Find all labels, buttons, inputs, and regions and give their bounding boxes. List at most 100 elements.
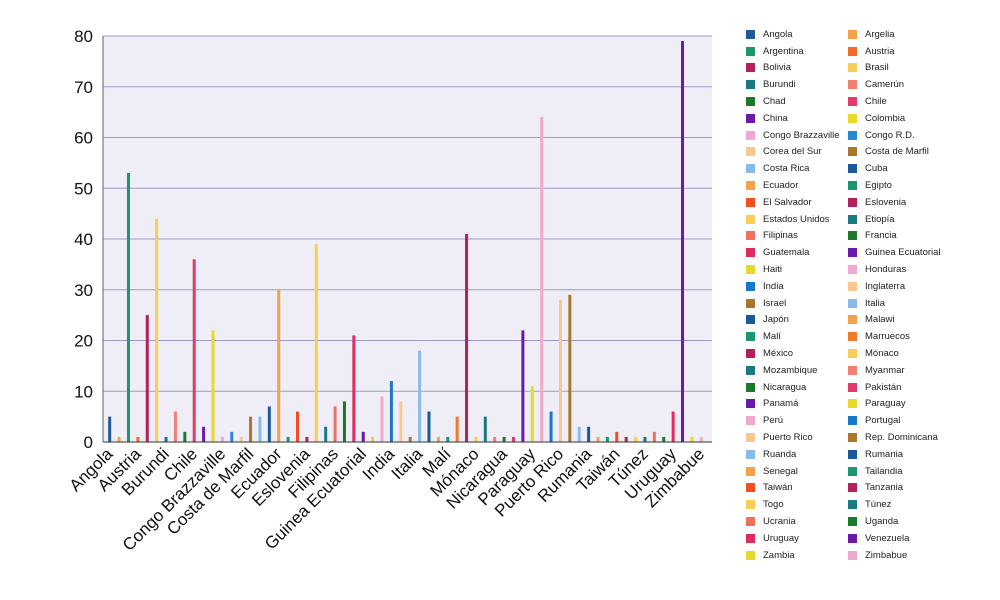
legend-swatch bbox=[746, 130, 755, 140]
legend-swatch bbox=[848, 97, 857, 107]
bar bbox=[258, 416, 262, 443]
legend-item: Paraguay bbox=[848, 396, 966, 413]
legend-label: Tailandia bbox=[865, 465, 903, 477]
y-tick-label: 80 bbox=[74, 27, 93, 46]
bar bbox=[286, 436, 290, 442]
legend-label: Argelia bbox=[865, 28, 895, 40]
bar bbox=[427, 411, 431, 442]
bar bbox=[342, 401, 346, 442]
legend-item: Malawi bbox=[848, 312, 966, 329]
legend-item: Chad bbox=[746, 93, 864, 110]
legend-swatch bbox=[848, 466, 857, 476]
bar bbox=[493, 436, 497, 442]
bar bbox=[220, 436, 224, 442]
legend-item: México bbox=[746, 345, 864, 362]
legend-label: Camerún bbox=[865, 79, 905, 91]
bar bbox=[305, 436, 309, 442]
legend-swatch bbox=[746, 147, 755, 157]
legend-label: El Salvador bbox=[763, 196, 812, 208]
legend-label: Tanzania bbox=[865, 482, 904, 494]
legend-label: Malawi bbox=[865, 314, 895, 326]
legend-item: Inglaterra bbox=[848, 278, 966, 295]
bar bbox=[455, 416, 459, 443]
legend-label: Marruecos bbox=[865, 331, 910, 343]
bar bbox=[521, 330, 525, 442]
y-tick-label: 10 bbox=[74, 382, 93, 401]
legend-swatch bbox=[848, 147, 857, 157]
legend-item: Argelia bbox=[848, 26, 966, 43]
legend-item: Malí bbox=[746, 328, 864, 345]
legend-swatch bbox=[848, 164, 857, 174]
legend-label: Panamá bbox=[763, 398, 799, 410]
legend-item: Perú bbox=[746, 412, 864, 429]
legend-item: Italia bbox=[848, 295, 966, 312]
legend-label: Estados Unidos bbox=[763, 213, 830, 225]
legend-item: Myanmar bbox=[848, 362, 966, 379]
y-tick-label: 40 bbox=[74, 230, 93, 249]
legend-swatch bbox=[746, 97, 755, 107]
legend-swatch bbox=[746, 265, 755, 275]
bar bbox=[418, 350, 422, 442]
legend-label: Italia bbox=[865, 297, 886, 309]
legend-item: Filipinas bbox=[746, 228, 864, 245]
bar bbox=[643, 436, 647, 442]
legend-item: Zambia bbox=[746, 547, 864, 564]
y-tick-label: 30 bbox=[74, 281, 93, 300]
legend-label: Inglaterra bbox=[865, 280, 906, 292]
legend-item: Angola bbox=[746, 26, 864, 43]
legend-swatch bbox=[848, 197, 857, 207]
legend-item: Mónaco bbox=[848, 345, 966, 362]
legend-label: Egipto bbox=[865, 180, 892, 192]
legend-label: Uganda bbox=[865, 516, 899, 527]
legend-label: Honduras bbox=[865, 264, 907, 276]
bar bbox=[474, 436, 478, 442]
legend-swatch bbox=[746, 29, 755, 39]
legend-label: Ecuador bbox=[763, 180, 799, 192]
legend-label: Guinea Ecuatorial bbox=[865, 247, 941, 259]
legend-item: Togo bbox=[746, 496, 864, 513]
legend-swatch bbox=[746, 399, 755, 409]
legend-swatch bbox=[746, 46, 755, 56]
legend-item: Nicaragua bbox=[746, 379, 864, 396]
bar bbox=[380, 396, 384, 442]
bar bbox=[164, 436, 168, 442]
legend-swatch bbox=[746, 248, 755, 258]
legend-item: Costa de Marfil bbox=[848, 144, 966, 161]
bar bbox=[615, 431, 619, 442]
legend-swatch bbox=[746, 315, 755, 325]
legend-label: Túnez bbox=[865, 499, 892, 511]
legend-label: México bbox=[763, 348, 794, 360]
legend-swatch bbox=[746, 298, 755, 308]
bar bbox=[296, 411, 300, 442]
legend-item: Francia bbox=[848, 228, 966, 245]
legend-swatch bbox=[848, 483, 857, 493]
legend-item: Costa Rica bbox=[746, 160, 864, 177]
bar bbox=[173, 411, 177, 442]
bar bbox=[690, 436, 694, 442]
legend-item: Etiopía bbox=[848, 211, 966, 228]
legend-item: Eslovenia bbox=[848, 194, 966, 211]
legend-item: Pakistán bbox=[848, 379, 966, 396]
legend-label: Mónaco bbox=[865, 348, 899, 360]
legend-item: Japón bbox=[746, 312, 864, 329]
legend-item: Ecuador bbox=[746, 177, 864, 194]
legend-item: Túnez bbox=[848, 496, 966, 513]
legend-swatch bbox=[848, 365, 857, 375]
legend-label: Uruguay bbox=[763, 532, 799, 544]
legend-label: Corea del Sur bbox=[763, 146, 822, 158]
bar bbox=[558, 299, 562, 442]
legend-item: El Salvador bbox=[746, 194, 864, 211]
legend-label: Zambia bbox=[763, 549, 795, 561]
legend-label: Argentina bbox=[763, 45, 804, 57]
legend-swatch bbox=[848, 533, 857, 543]
legend-label: Guatemala bbox=[763, 247, 810, 259]
legend-label: Chile bbox=[865, 96, 887, 108]
legend-label: Haiti bbox=[763, 264, 783, 276]
legend-item: Bolivia bbox=[746, 60, 864, 77]
legend-item: Estados Unidos bbox=[746, 211, 864, 228]
bar bbox=[126, 173, 130, 442]
legend-label: Pakistán bbox=[865, 381, 902, 393]
legend-swatch bbox=[746, 517, 755, 526]
